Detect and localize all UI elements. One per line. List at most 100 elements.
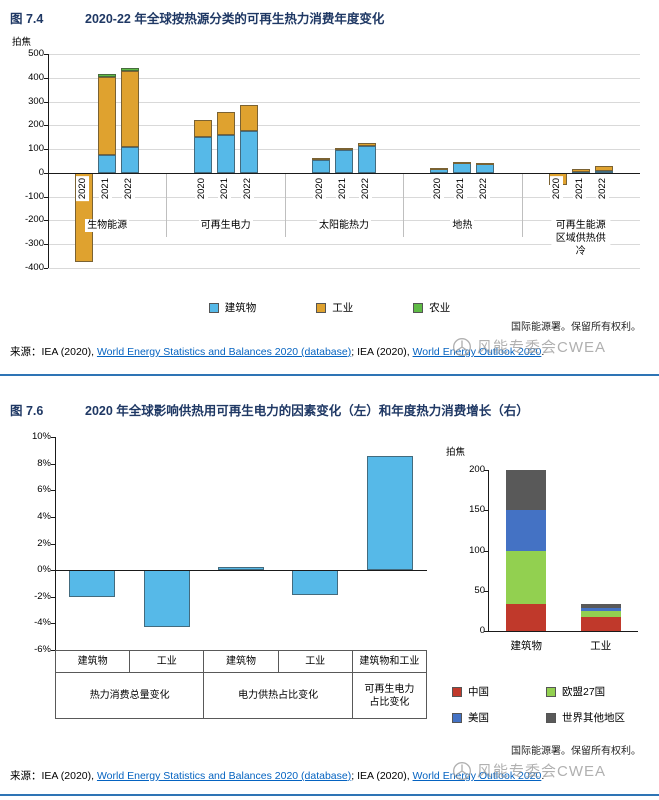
- y-tick-label: 4%: [37, 510, 51, 522]
- bar-segment: [193, 137, 212, 173]
- source-link-database[interactable]: World Energy Statistics and Balances 202…: [96, 770, 352, 782]
- x-year-label: 2020: [76, 175, 90, 202]
- figure-7-4-header: 图 7.4 2020-22 年全球按热源分类的可再生热力消费年度变化: [10, 8, 654, 27]
- group-separator: [521, 172, 523, 237]
- section-divider: [0, 374, 659, 376]
- x-year-label: 2021: [572, 175, 586, 202]
- source-prefix: 来源：: [10, 770, 42, 782]
- source-text: IEA (2020),: [41, 770, 97, 782]
- gridline: [48, 77, 640, 79]
- bar-segment: [193, 119, 212, 138]
- group-separator: [284, 172, 286, 237]
- x-year-label: 2020: [549, 175, 563, 202]
- bar-segment: [216, 134, 235, 173]
- bar-segment: [506, 550, 547, 605]
- x-year-label: 2022: [240, 175, 254, 202]
- bar-segment: [580, 608, 621, 611]
- y-tick-label: 2%: [37, 537, 51, 549]
- fig74-legend: 建筑物 工业 农业: [0, 300, 659, 315]
- bar-segment: [476, 163, 495, 166]
- x-year-label: 2022: [477, 175, 491, 202]
- legend-label: 中国: [468, 686, 489, 698]
- bar-segment: [98, 76, 117, 156]
- gridline: [48, 244, 640, 246]
- y-tick-mark: [51, 596, 55, 598]
- y-tick-label: 6%: [37, 484, 51, 496]
- source-prefix: 来源：: [10, 346, 42, 358]
- y-tick-mark: [51, 463, 55, 465]
- y-tick-label: 150: [469, 504, 485, 516]
- y-tick-mark: [51, 543, 55, 545]
- bar-segment: [335, 150, 353, 173]
- y-tick-label: 0: [38, 166, 44, 178]
- y-tick-mark: [44, 244, 48, 246]
- y-tick-mark: [51, 650, 55, 651]
- bar-segment: [506, 470, 547, 511]
- legend-label: 欧盟27国: [562, 686, 606, 698]
- legend-item: 欧盟27国: [546, 684, 625, 699]
- y-tick-label: 100: [28, 143, 44, 155]
- bar-segment: [239, 105, 258, 132]
- y-tick-label: 400: [28, 71, 44, 83]
- legend-item: 中国: [452, 684, 540, 699]
- legend-item: 世界其他地区: [546, 710, 625, 725]
- x-year-label: 2021: [217, 175, 231, 202]
- y-tick-mark: [51, 570, 55, 572]
- y-tick-mark: [51, 490, 55, 492]
- y-axis-line: [55, 437, 56, 650]
- y-tick-label: -200: [24, 214, 44, 226]
- gridline: [48, 101, 640, 103]
- y-tick-mark: [44, 172, 48, 174]
- group-label: 可再生能源 区域供热供冷: [551, 218, 611, 258]
- bar-segment: [98, 155, 117, 173]
- y-tick-mark: [484, 590, 488, 592]
- bar-segment: [571, 169, 590, 173]
- source-text: ; IEA (2020),: [351, 770, 413, 782]
- figure-title: 2020 年全球影响供热用可再生电力的因素变化（左）和年度热力消费增长（右）: [85, 404, 529, 418]
- bar-segment: [239, 131, 258, 173]
- watermark-text: 风能专委会CWEA: [477, 763, 607, 780]
- source-link-outlook[interactable]: World Energy Outlook 2020: [412, 346, 542, 358]
- copyright-note: 国际能源署。保留所有权利。: [511, 746, 641, 757]
- bar-segment: [580, 604, 621, 609]
- y-tick-mark: [484, 631, 488, 632]
- y-tick-label: -2%: [34, 590, 51, 602]
- group-label: 太阳能热力: [317, 218, 371, 232]
- axis-table-group-cell: 电力供热占比变化: [204, 673, 353, 719]
- gridline: [48, 125, 640, 127]
- copyright-note: 国际能源署。保留所有权利。: [511, 322, 641, 333]
- bar: [292, 570, 339, 596]
- bar-segment: [121, 71, 140, 147]
- x-year-label: 2021: [336, 175, 349, 202]
- y-axis-line: [48, 54, 49, 268]
- legend-item: 美国: [452, 710, 540, 725]
- source-link-outlook[interactable]: World Energy Outlook 2020: [412, 770, 542, 782]
- y-tick-label: 50: [474, 584, 485, 596]
- watermark: 风能专委会CWEA: [452, 336, 606, 357]
- group-label: 可再生电力: [198, 218, 253, 232]
- bar-segment: [335, 147, 353, 151]
- group-separator: [166, 172, 168, 237]
- y-tick-mark: [44, 125, 48, 127]
- legend-swatch: [413, 302, 424, 313]
- figure-7-6: 图 7.6 2020 年全球影响供热用可再生电力的因素变化（左）和年度热力消费增…: [0, 388, 659, 800]
- y-tick-mark: [51, 623, 55, 625]
- source-link-database[interactable]: World Energy Statistics and Balances 202…: [96, 346, 352, 358]
- bar-segment: [312, 158, 330, 161]
- x-year-label: 2022: [359, 175, 372, 202]
- y-tick-label: 8%: [37, 457, 51, 469]
- y-tick-label: -4%: [34, 617, 51, 629]
- y-tick-mark: [51, 437, 55, 438]
- legend-swatch: [452, 686, 462, 697]
- bar-segment: [580, 610, 621, 618]
- source-text: ; IEA (2020),: [351, 346, 413, 358]
- y-tick-label: -100: [24, 190, 44, 202]
- y-tick-mark: [44, 268, 48, 269]
- y-tick-mark: [484, 510, 488, 512]
- y-tick-label: -400: [24, 262, 44, 273]
- x-category-label: 工业: [590, 640, 612, 652]
- source-line: 来源：IEA (2020), World Energy Statistics a…: [10, 344, 635, 359]
- y-tick-mark: [44, 196, 48, 198]
- bar-segment: [580, 617, 621, 631]
